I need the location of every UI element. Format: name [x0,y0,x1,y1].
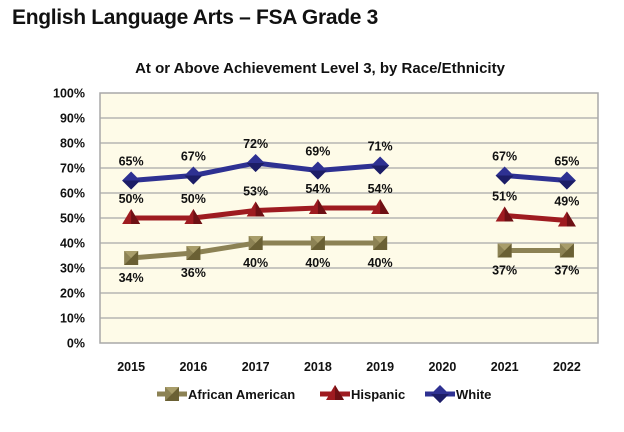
y-tick-label: 20% [60,287,85,301]
legend-label: Hispanic [351,387,405,402]
data-point [557,211,576,227]
data-point [246,201,265,217]
data-label: 54% [368,182,393,196]
data-label: 40% [305,256,330,270]
legend-marker [165,387,179,401]
legend-item-white: White [425,385,491,403]
y-tick-label: 100% [53,87,85,101]
series-hispanic: 50% 50% 53% 54% 54% 51% 49% [119,182,579,227]
y-tick-label: 40% [60,237,85,251]
y-axis: 0% 10% 20% 30% 40% 50% 60% 70% 80% 90% 100% [53,87,85,351]
x-tick-label: 2018 [304,360,332,374]
y-tick-label: 0% [67,337,85,351]
data-label: 34% [119,271,144,285]
y-tick-label: 60% [60,187,85,201]
legend: African American Hispanic White [157,385,491,403]
series-line [504,173,568,183]
data-label: 71% [368,140,393,154]
x-axis: 2015 2016 2017 2018 2019 2020 2021 2022 [117,360,581,374]
data-label: 51% [492,190,517,204]
page-title: English Language Arts – FSA Grade 3 [12,6,379,29]
data-label: 69% [305,145,330,159]
data-label: 65% [119,155,144,169]
data-point [308,161,327,180]
x-tick-label: 2017 [242,360,270,374]
y-tick-label: 70% [60,162,85,176]
legend-item-hispanic: Hispanic [320,385,405,402]
data-point [559,243,574,258]
y-tick-label: 80% [60,137,85,151]
x-tick-label: 2021 [491,360,519,374]
data-point [248,236,263,250]
data-label: 72% [243,137,268,151]
series-line [504,213,568,223]
data-point [186,246,201,260]
data-label: 49% [554,195,579,209]
data-label: 50% [119,192,144,206]
series-white: 65% 67% 72% 69% 71% 67% 65% [119,137,579,190]
data-label: 53% [243,185,268,199]
data-point [495,166,514,185]
data-label: 37% [492,264,517,278]
data-point [124,251,139,265]
data-label: 65% [554,155,579,169]
x-tick-label: 2019 [366,360,394,374]
series-group: 34% 36% 40% 40% 40% 37% 37% 50% 50% 53% 54% 54% 51% 4… [119,137,580,285]
data-point [308,199,327,214]
data-point [495,206,514,222]
x-tick-label: 2020 [428,360,456,374]
data-point [497,243,512,258]
chart-title: At or Above Achievement Level 3, by Race… [135,60,505,77]
data-point [373,236,388,250]
legend-marker [326,385,344,400]
data-label: 37% [554,264,579,278]
data-point [122,171,141,190]
y-tick-label: 50% [60,212,85,226]
y-tick-label: 30% [60,262,85,276]
x-tick-label: 2022 [553,360,581,374]
x-tick-label: 2015 [117,360,145,374]
data-label: 54% [305,182,330,196]
data-point [371,199,390,214]
x-tick-label: 2016 [179,360,207,374]
data-label: 50% [181,192,206,206]
data-label: 36% [181,266,206,280]
legend-label: White [456,387,491,402]
series-african-american: 34% 36% 40% 40% 40% 37% 37% [119,236,579,285]
data-label: 40% [368,256,393,270]
data-point [184,166,203,185]
y-tick-label: 10% [60,312,85,326]
data-label: 67% [492,150,517,164]
y-tick-label: 90% [60,112,85,126]
legend-label: African American [188,387,295,402]
legend-item-african-american: African American [157,387,295,402]
data-label: 67% [181,150,206,164]
data-point [184,209,203,224]
data-point [246,154,265,172]
legend-marker [431,385,449,403]
data-point [122,209,141,224]
data-point [310,236,325,250]
data-label: 40% [243,256,268,270]
data-point [557,171,576,190]
data-point [371,156,390,175]
